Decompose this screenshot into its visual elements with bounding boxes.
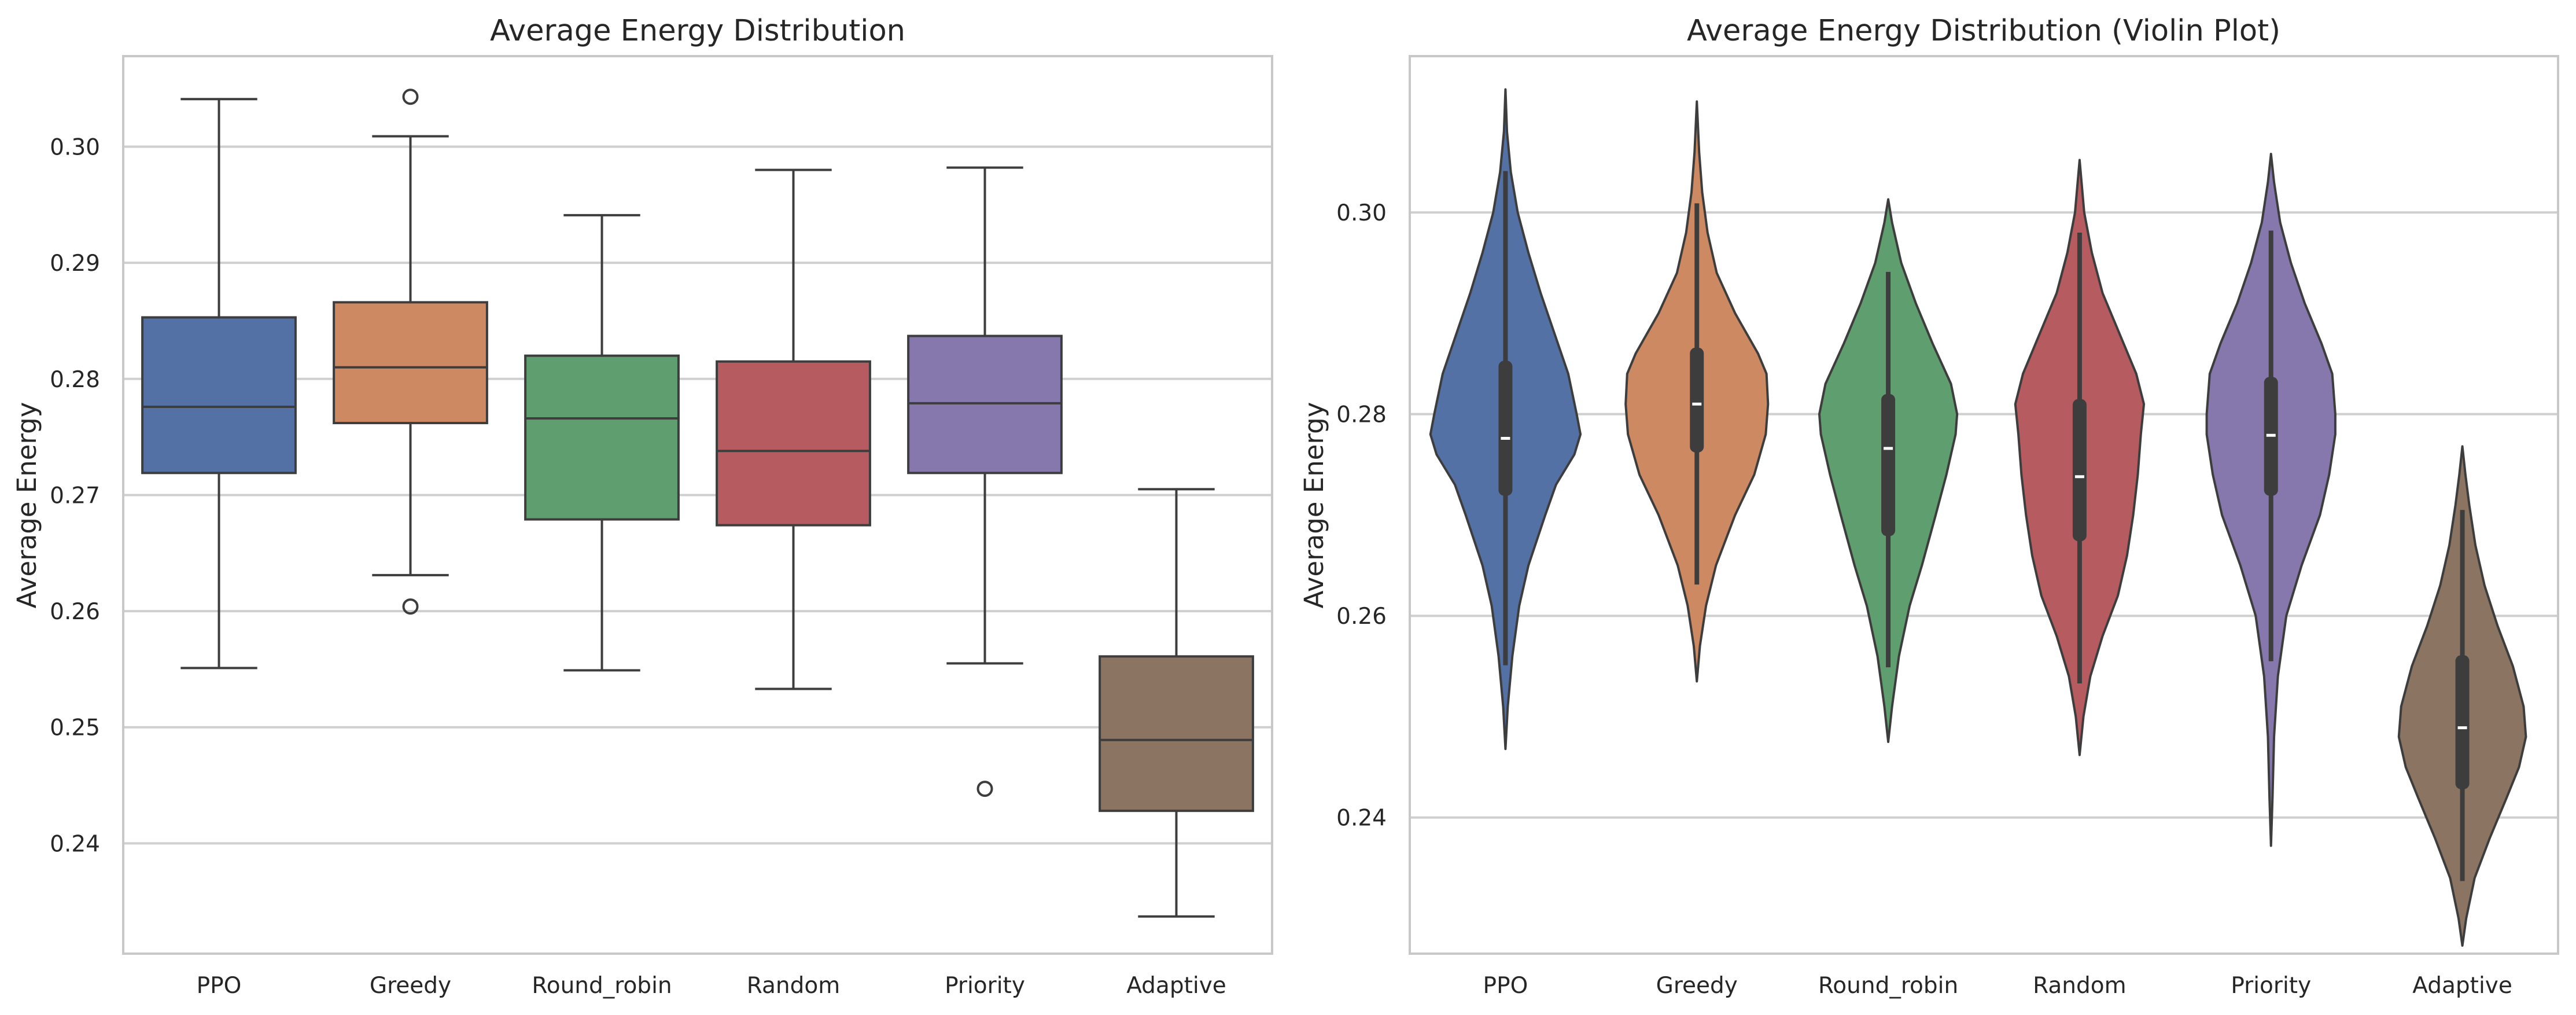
x-tick-label-random: Random [2033,973,2126,999]
box-plot-marks [141,89,1254,918]
violin-greedy [1624,100,1770,683]
violin-iqr-bar [2455,655,2470,789]
box-plot-y-axis-label: Average Energy [12,402,42,609]
box-body [907,334,1063,475]
y-tick-label: 0.24 [1336,806,1387,832]
box-priority [907,166,1063,797]
box-plot-frame [122,55,1273,955]
box-plot-x-ticks: PPO Greedy Round_robin Random Priority Adapti… [197,973,1226,999]
violin-round-robin [1818,198,1959,744]
x-tick-label-priority: Priority [2231,973,2311,999]
violin-iqr-bar [1498,361,1513,496]
violin-adaptive [2397,445,2527,947]
box-greedy [333,89,488,615]
violin-iqr-bar [2072,399,2087,542]
box-body [1099,655,1254,812]
violin-plot-x-ticks: PPO Greedy Round_robin Random Priority Adapti… [1483,973,2512,999]
x-tick-label-round-robin: Round_robin [532,973,672,999]
violin-plot-title: Average Energy Distribution (Violin Plot… [1687,14,2280,48]
violin-plot-y-ticks: 0.24 0.26 0.28 0.30 [1336,200,1387,832]
violin-priority [2205,153,2337,847]
violin-plot-y-axis-label: Average Energy [1299,402,1329,609]
x-tick-label-greedy: Greedy [370,973,451,999]
y-tick-label: 0.24 [50,831,100,857]
y-tick-label: 0.28 [1336,402,1387,428]
outlier-point [402,598,419,615]
y-tick-label: 0.27 [50,483,100,509]
box-body [524,354,680,521]
box-body [141,316,297,475]
violin-plot-frame [1409,55,2559,955]
x-tick-label-adaptive: Adaptive [1126,973,1226,999]
y-tick-label: 0.28 [50,367,100,393]
y-tick-label: 0.30 [50,135,100,161]
y-tick-label: 0.25 [50,715,100,741]
y-tick-label: 0.26 [1336,604,1387,630]
y-tick-label: 0.30 [1336,200,1387,226]
x-tick-label-adaptive: Adaptive [2412,973,2512,999]
y-tick-label: 0.29 [50,251,100,277]
violin-random [2014,159,2146,756]
box-adaptive [1099,488,1254,918]
x-tick-label-priority: Priority [945,973,1025,999]
x-tick-label-ppo: PPO [197,973,242,999]
violin-ppo [1429,88,1582,751]
violin-iqr-bar [1690,347,1704,453]
violin-iqr-bar [1881,394,1896,536]
y-tick-label: 0.26 [50,599,100,625]
box-body [333,301,488,425]
box-random [716,168,871,690]
x-tick-label-round-robin: Round_robin [1818,973,1958,999]
x-tick-label-random: Random [747,973,840,999]
outlier-point [402,89,419,105]
violin-plot-grid [1410,211,2558,819]
box-round-robin [524,214,680,672]
x-tick-label-greedy: Greedy [1656,973,1738,999]
box-body [716,360,871,527]
box-plot-grid [123,145,1272,845]
outlier-point [976,781,993,797]
box-plot-title: Average Energy Distribution [490,14,905,48]
violin-plot-marks [1429,88,2527,947]
box-plot-y-ticks: 0.24 0.25 0.26 0.27 0.28 0.29 0.30 [50,135,100,858]
violin-plot-panel: 0.24 0.26 0.28 0.30 PPO Greedy Round_robin Ran… [1299,14,2559,999]
box-plot-panel: 0.24 0.25 0.26 0.27 0.28 0.29 0.30 PPO Greedy Ro… [12,14,1273,999]
x-tick-label-ppo: PPO [1483,973,1528,999]
box-ppo [141,98,297,670]
